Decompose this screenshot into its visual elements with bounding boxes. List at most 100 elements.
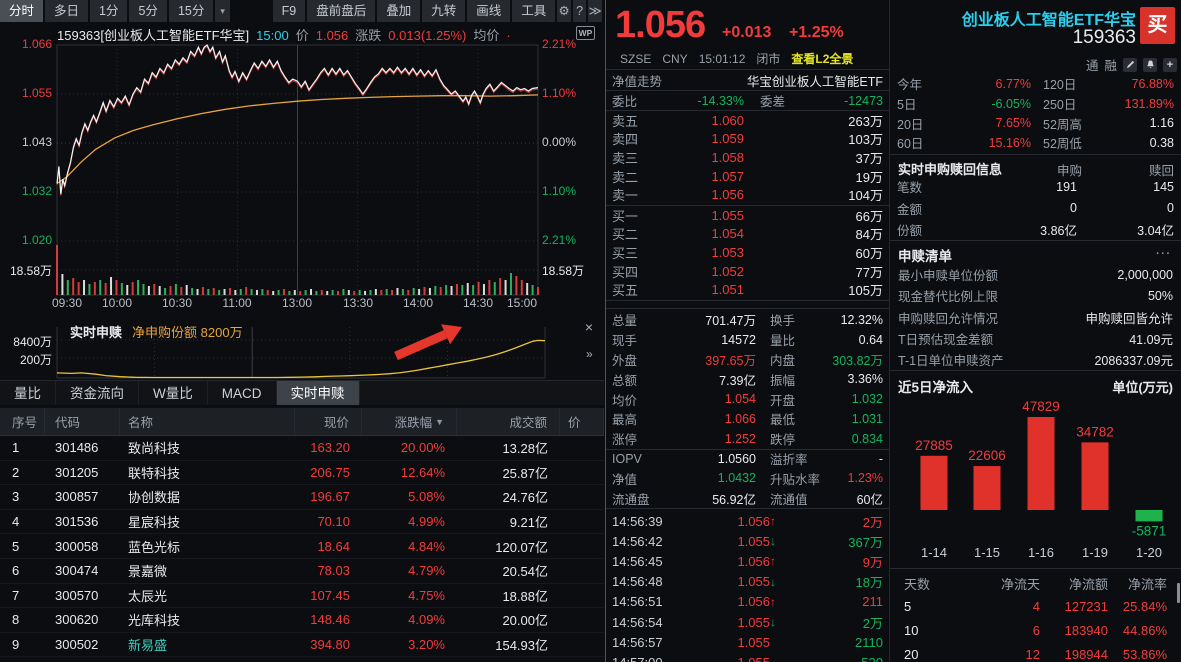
column-header-价[interactable]: 价 <box>560 408 604 435</box>
level-price: 1.052 <box>711 263 744 279</box>
subscription-rows: 笔数 191 145 金额 0 0 份额 3.86亿 3.04亿 <box>890 176 1181 240</box>
cell-name: 新易盛 <box>128 638 168 654</box>
table-row[interactable]: 3 300857 协创数据 196.67 5.08% 24.76亿 <box>0 485 604 510</box>
close-icon[interactable]: × <box>584 319 594 335</box>
x-axis-time-label: 13:30 <box>342 296 374 310</box>
tick-size: 520 <box>786 655 883 662</box>
more-ellipsis[interactable]: ... <box>1155 241 1171 258</box>
detail-value: 申购赎回皆允许 <box>1085 311 1173 326</box>
sort-desc-icon[interactable]: ▼ <box>435 416 444 427</box>
alert-bell-icon[interactable] <box>1143 57 1157 72</box>
indicator-tabs: 量比 资金流向 W量比 MACD 实时申赎 <box>0 380 604 406</box>
level-size: 66万 <box>855 208 883 224</box>
column-header-label: 涨跌幅 <box>394 416 433 430</box>
tab-MACD[interactable]: MACD <box>208 381 277 405</box>
stat-label: 外盘 <box>612 353 638 368</box>
tab-实时申赎[interactable]: 实时申赎 <box>276 381 360 405</box>
cell-index: 8 <box>12 612 20 628</box>
column-header-序号[interactable]: 序号 <box>0 408 45 435</box>
x-axis-time-label: 09:30 <box>51 296 83 310</box>
table-row[interactable]: 7 300570 太辰光 107.45 4.75% 18.88亿 <box>0 584 604 609</box>
order-book-level[interactable]: 卖一 1.056 104万 <box>606 185 889 204</box>
period-dropdown-icon[interactable]: ▾ <box>215 0 230 22</box>
cell-name: 景嘉微 <box>128 564 168 580</box>
table-row[interactable]: 5 300058 蓝色光标 18.64 4.84% 120.07亿 <box>0 534 604 559</box>
table-row[interactable]: 2 301205 联特科技 206.75 12.64% 25.87亿 <box>0 461 604 486</box>
table-row[interactable]: 8 300620 光库科技 148.46 4.09% 20.00亿 <box>0 608 604 633</box>
bar-category-label: 1-19 <box>1082 545 1108 560</box>
help-icon[interactable]: ? <box>572 0 587 22</box>
order-book-level[interactable]: 卖二 1.057 19万 <box>606 167 889 186</box>
table-row[interactable]: 9 300502 新易盛 394.80 3.20% 154.93亿 <box>0 633 604 658</box>
toolbar-item-叠加[interactable]: 叠加 <box>377 0 421 22</box>
stat-row: 净值 1.0432 升贴水率 1.23% <box>606 468 889 488</box>
scrollbar-thumb[interactable] <box>1177 583 1180 603</box>
column-header-涨跌幅[interactable]: 涨跌幅 ▼ <box>362 408 457 435</box>
chart-instrument: 159363[创业板人工智能ETF华宝] <box>57 28 250 43</box>
toolbar-item-F9[interactable]: F9 <box>272 0 306 22</box>
cell-code: 300502 <box>55 637 99 653</box>
tab-量比[interactable]: 量比 <box>0 381 56 405</box>
order-book-level[interactable]: 买一 1.055 66万 <box>606 206 889 225</box>
toolbar-item-盘前盘后[interactable]: 盘前盘后 <box>307 0 376 22</box>
tab-资金流向[interactable]: 资金流向 <box>56 381 139 405</box>
order-book-level[interactable]: 卖五 1.060 263万 <box>606 111 889 130</box>
level-price: 1.054 <box>711 226 744 242</box>
table-row[interactable]: 6 300474 景嘉微 78.03 4.79% 20.54亿 <box>0 559 604 584</box>
net-inflow-unit: 单位(万元) <box>1112 380 1173 395</box>
subpanel-title: 实时申赎 <box>70 325 123 340</box>
cell-amount: 120.07亿 <box>495 539 548 555</box>
perf-value: -6.05% <box>991 96 1031 111</box>
order-book-level[interactable]: 卖三 1.058 37万 <box>606 148 889 167</box>
performance-row: 今年 6.77% 120日 76.88% <box>890 74 1181 94</box>
add-plus-icon[interactable]: + <box>1163 57 1177 72</box>
buy-button[interactable]: 买 <box>1140 7 1175 44</box>
toolbar-item-5分[interactable]: 5分 <box>129 0 167 22</box>
stat-label: 量比 <box>770 334 796 349</box>
level-price: 1.051 <box>711 282 744 298</box>
more-chevrons-icon[interactable]: ≫ <box>588 0 602 22</box>
nav-row: 净值走势 华宝创业板人工智能ETF <box>606 70 889 90</box>
column-header-名称[interactable]: 名称 <box>120 408 295 435</box>
table-row[interactable]: 1 301486 致尚科技 163.20 20.00% 13.28亿 <box>0 436 604 461</box>
order-book-level[interactable]: 买五 1.051 105万 <box>606 280 889 299</box>
toolbar-item-分时[interactable]: 分时 <box>0 0 44 22</box>
tick-size: 2万 <box>862 514 883 530</box>
column-header-label: 现价 <box>323 416 349 430</box>
column-header-成交额[interactable]: 成交额 <box>457 408 560 435</box>
stat-value: 7.39亿 <box>719 373 756 388</box>
expand-chevrons-icon[interactable]: » <box>586 347 593 361</box>
order-book-level[interactable]: 买四 1.052 77万 <box>606 262 889 281</box>
stat-row: 流通盘 56.92亿 流通值 60亿 <box>606 488 889 508</box>
cell-amount: 20.00亿 <box>502 613 548 629</box>
order-book-level[interactable]: 买三 1.053 60万 <box>606 243 889 262</box>
stat-label: 现手 <box>612 334 638 349</box>
tick-row: 14:56:42 1.055 ↓ 367万 <box>606 531 889 551</box>
x-axis-time-label: 10:30 <box>161 296 193 310</box>
column-header-代码[interactable]: 代码 <box>45 408 120 435</box>
down-arrow-icon: ↓ <box>770 574 776 589</box>
instrument-code: 159363 <box>1072 27 1136 48</box>
column-header-label: 序号 <box>12 416 38 430</box>
tick-size: 211 <box>862 594 883 610</box>
toolbar-item-画线[interactable]: 画线 <box>467 0 511 22</box>
table-row[interactable]: 4 301536 星宸科技 70.10 4.99% 9.21亿 <box>0 510 604 535</box>
tab-W量比[interactable]: W量比 <box>139 381 208 405</box>
edit-pencil-icon[interactable] <box>1123 57 1137 72</box>
gear-icon[interactable]: ⚙ <box>557 0 571 22</box>
order-book-level[interactable]: 卖四 1.059 103万 <box>606 130 889 149</box>
order-book-level[interactable]: 买二 1.054 84万 <box>606 225 889 244</box>
level-size: 105万 <box>848 283 883 299</box>
toolbar-item-多日[interactable]: 多日 <box>45 0 89 22</box>
l2-link[interactable]: 查看L2全景 <box>791 52 854 66</box>
inflow-days: 20 <box>904 646 919 662</box>
toolbar-item-九转[interactable]: 九转 <box>422 0 466 22</box>
perf-value: 0.38 <box>1149 135 1174 150</box>
toolbar-item-1分[interactable]: 1分 <box>90 0 128 22</box>
toolbar-item-工具[interactable]: 工具 <box>512 0 556 22</box>
column-header-现价[interactable]: 现价 <box>295 408 362 435</box>
toolbar-item-15分[interactable]: 15分 <box>168 0 214 22</box>
perf-label: 52周高 <box>1043 117 1082 132</box>
subscription-label: 份额 <box>897 223 923 238</box>
wp-badge[interactable]: WP <box>576 26 595 40</box>
